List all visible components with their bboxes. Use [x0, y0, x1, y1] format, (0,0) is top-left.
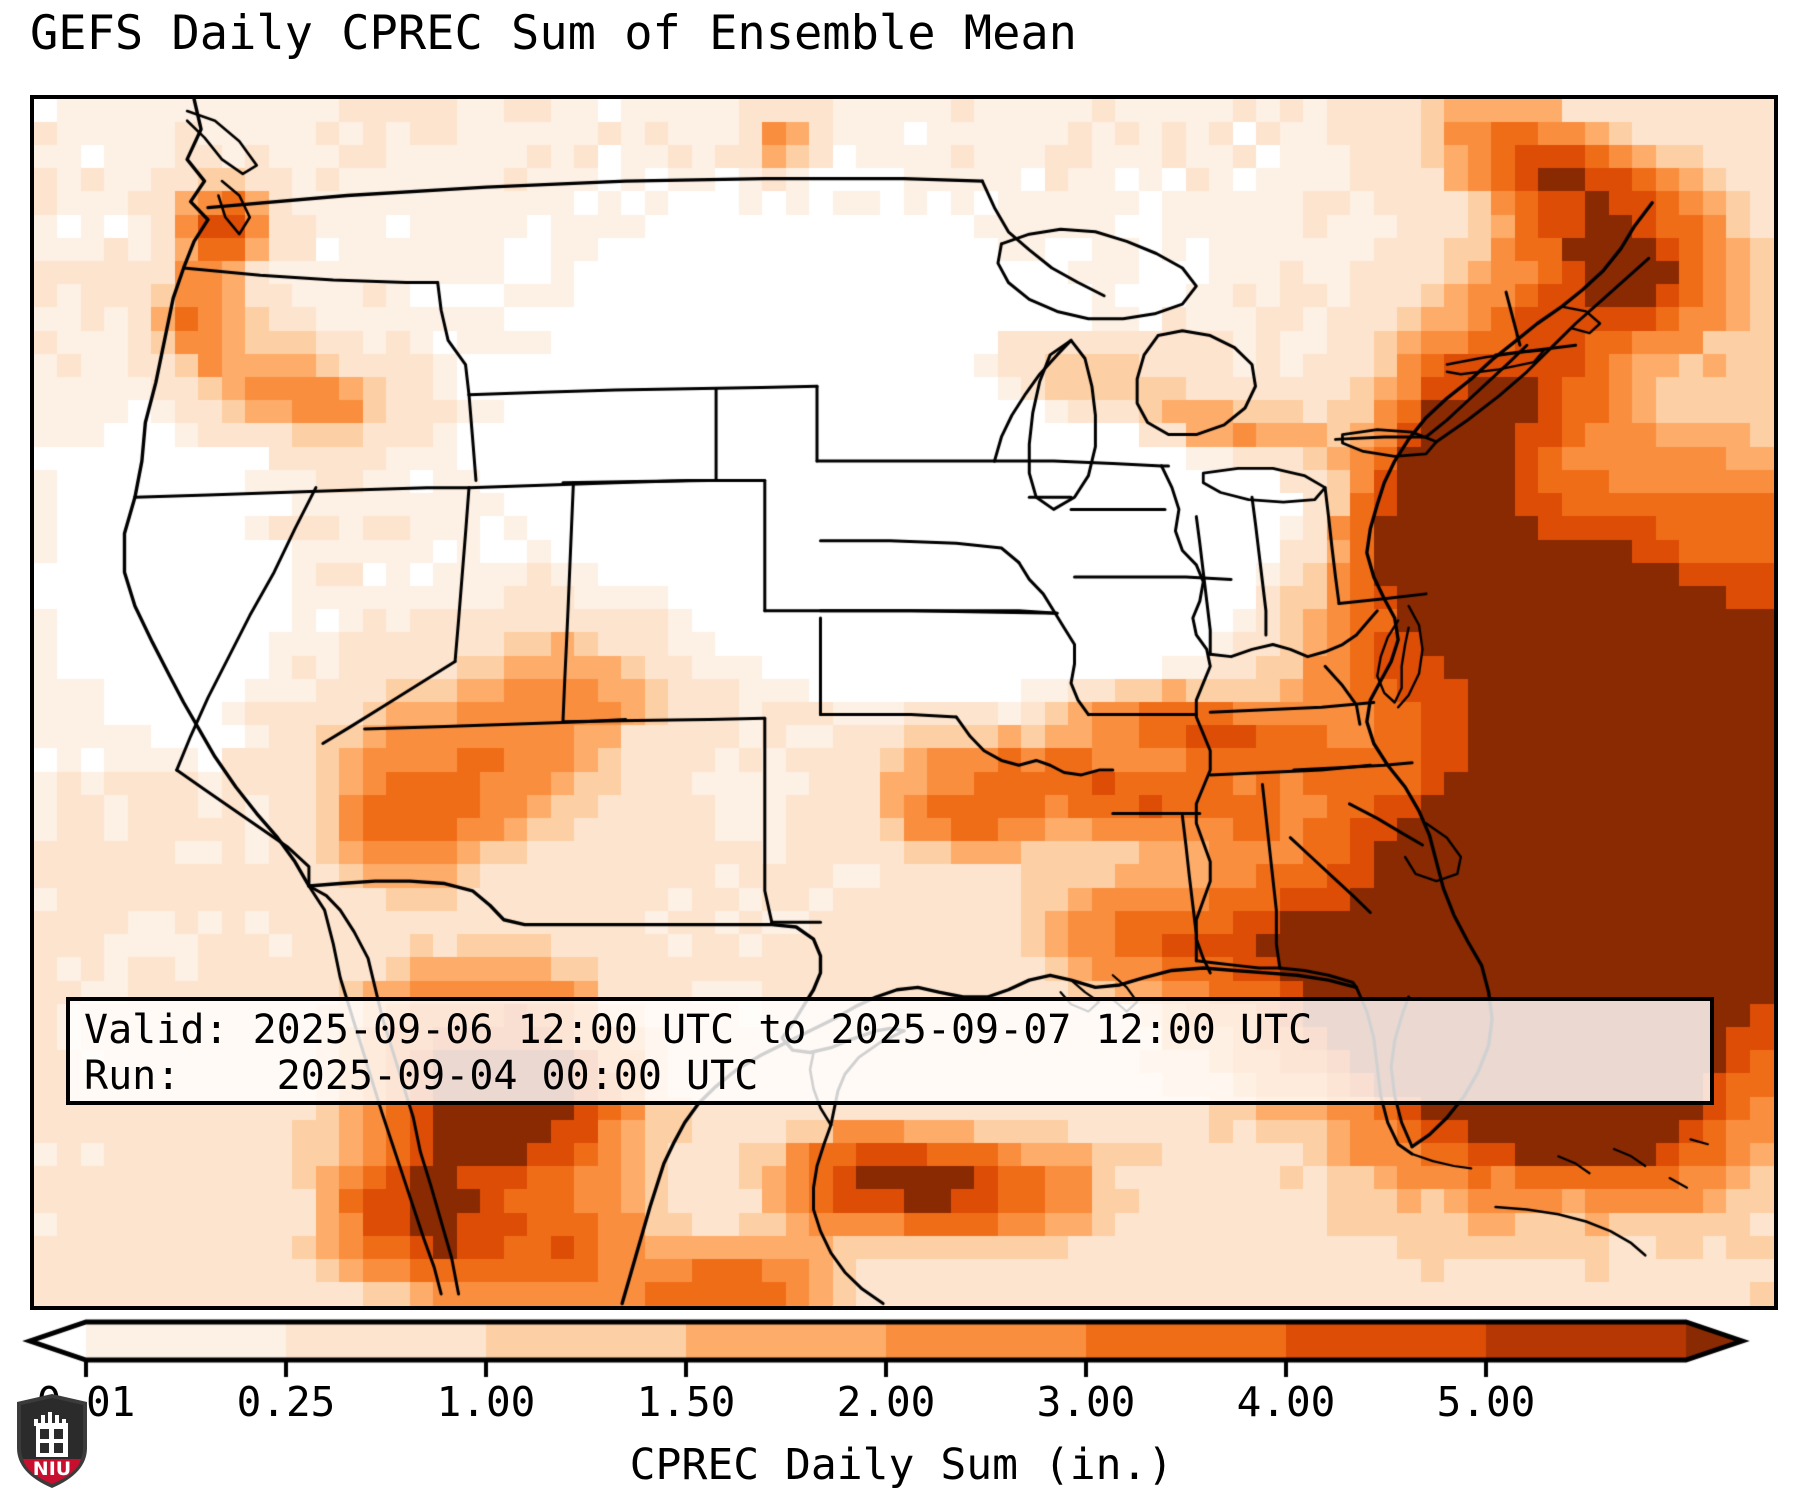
colorbar-tick-2: 1.00 — [436, 1378, 536, 1426]
map-panel: Valid: 2025-09-06 12:00 UTC to 2025-09-0… — [30, 95, 1778, 1310]
colorbar-tick-labels: 0.010.251.001.502.003.004.005.00 — [0, 1378, 1803, 1436]
colorbar-tick-4: 2.00 — [836, 1378, 936, 1426]
colorbar-tick-6: 4.00 — [1236, 1378, 1336, 1426]
colorbar-gradient — [0, 1316, 1803, 1378]
run-time-text: Run: 2025-09-04 00:00 UTC — [84, 1053, 759, 1100]
precipitation-heatmap — [34, 99, 1774, 1306]
colorbar-tick-5: 3.00 — [1036, 1378, 1136, 1426]
colorbar — [0, 1316, 1803, 1378]
colorbar-tick-3: 1.50 — [636, 1378, 736, 1426]
valid-time-text: Valid: 2025-09-06 12:00 UTC to 2025-09-0… — [84, 1007, 1313, 1053]
colorbar-axis-label: CPREC Daily Sum (in.) — [629, 1440, 1174, 1490]
forecast-info-box: Valid: 2025-09-06 12:00 UTC to 2025-09-0… — [66, 997, 1714, 1105]
colorbar-tick-1: 0.25 — [236, 1378, 336, 1426]
niu-logo-text: NIU — [33, 1458, 71, 1480]
niu-logo: NIU — [17, 1394, 87, 1488]
page-title: GEFS Daily CPREC Sum of Ensemble Mean — [30, 6, 1077, 61]
colorbar-tick-7: 5.00 — [1436, 1378, 1536, 1426]
